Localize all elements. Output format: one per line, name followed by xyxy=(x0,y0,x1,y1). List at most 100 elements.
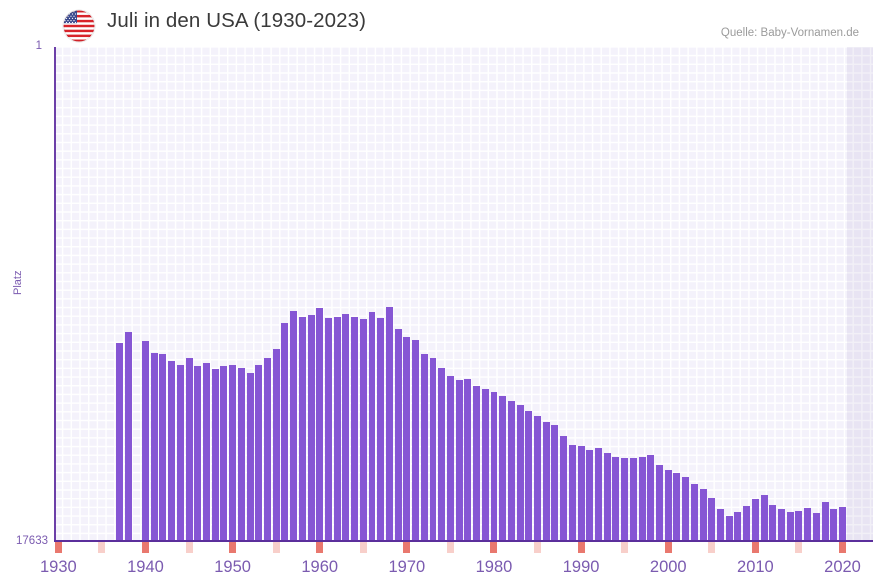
bar-1953[interactable] xyxy=(255,364,263,542)
bar-2017[interactable] xyxy=(812,513,820,542)
bar-1987[interactable] xyxy=(551,425,559,542)
bar-1978[interactable] xyxy=(473,386,481,542)
bar-1946[interactable] xyxy=(194,365,202,542)
bar-1992[interactable] xyxy=(595,447,603,542)
bar-series xyxy=(54,47,873,542)
bar-1979[interactable] xyxy=(481,389,489,542)
x-axis-line xyxy=(54,540,873,542)
bar-1997[interactable] xyxy=(638,456,646,542)
projection-shaded-region xyxy=(846,47,873,542)
bar-1949[interactable] xyxy=(220,365,228,542)
bar-1984[interactable] xyxy=(525,410,533,542)
bar-1967[interactable] xyxy=(377,317,385,542)
bar-2008[interactable] xyxy=(734,512,742,542)
x-tick-minor-1995 xyxy=(621,542,629,553)
bar-1970[interactable] xyxy=(403,336,411,542)
bar-1963[interactable] xyxy=(342,313,350,542)
bar-1981[interactable] xyxy=(499,395,507,542)
bar-2012[interactable] xyxy=(769,504,777,542)
bar-1955[interactable] xyxy=(272,349,280,542)
bar-1983[interactable] xyxy=(516,404,524,542)
bar-1951[interactable] xyxy=(237,367,245,542)
bar-2013[interactable] xyxy=(778,508,785,542)
bar-1961[interactable] xyxy=(324,317,332,542)
bar-2019[interactable] xyxy=(830,508,838,542)
bar-2010[interactable] xyxy=(751,499,759,542)
y-axis-bottom-label: 17633 xyxy=(16,535,48,547)
bar-2004[interactable] xyxy=(699,488,707,542)
plot-area xyxy=(54,47,873,542)
bar-1942[interactable] xyxy=(159,353,167,542)
bar-1977[interactable] xyxy=(464,378,472,542)
x-tick-1990 xyxy=(577,542,585,553)
bar-1958[interactable] xyxy=(298,316,306,542)
bar-1954[interactable] xyxy=(263,358,271,542)
bar-1974[interactable] xyxy=(438,368,446,542)
bar-1991[interactable] xyxy=(586,449,594,542)
bar-1948[interactable] xyxy=(211,368,219,542)
x-tick-1940 xyxy=(141,542,149,553)
x-tick-minor-1985 xyxy=(534,542,542,553)
bar-1959[interactable] xyxy=(307,314,315,542)
x-tick-label-1940: 1940 xyxy=(127,558,164,576)
bar-2005[interactable] xyxy=(708,497,716,542)
bar-1994[interactable] xyxy=(612,457,620,542)
bar-1968[interactable] xyxy=(385,306,393,542)
bar-2000[interactable] xyxy=(664,469,672,542)
bar-1941[interactable] xyxy=(150,352,158,542)
bar-1973[interactable] xyxy=(429,357,437,542)
bar-1989[interactable] xyxy=(568,445,576,542)
chart-header: Juli in den USA (1930-2023) Quelle: Baby… xyxy=(0,0,873,46)
bar-2018[interactable] xyxy=(821,501,829,542)
bar-1937[interactable] xyxy=(115,342,123,542)
bar-1966[interactable] xyxy=(368,312,376,542)
bar-1965[interactable] xyxy=(359,319,367,542)
bar-1952[interactable] xyxy=(246,372,254,542)
bar-1982[interactable] xyxy=(507,401,515,542)
bar-1943[interactable] xyxy=(168,361,176,542)
bar-2014[interactable] xyxy=(786,512,794,542)
bar-1950[interactable] xyxy=(229,364,237,542)
bar-1962[interactable] xyxy=(333,317,341,542)
bar-1996[interactable] xyxy=(629,457,637,542)
bar-1945[interactable] xyxy=(185,358,193,542)
bar-1990[interactable] xyxy=(577,445,585,542)
bar-2003[interactable] xyxy=(690,483,698,542)
page-title: Juli in den USA (1930-2023) xyxy=(107,9,367,32)
bar-1985[interactable] xyxy=(534,415,542,542)
bar-1938[interactable] xyxy=(124,332,132,542)
bar-1956[interactable] xyxy=(281,322,289,542)
bar-2015[interactable] xyxy=(795,510,803,542)
bar-2009[interactable] xyxy=(743,505,751,542)
bar-1976[interactable] xyxy=(455,380,463,542)
bar-1980[interactable] xyxy=(490,392,498,542)
bar-1993[interactable] xyxy=(603,452,611,542)
x-tick-minor-1955 xyxy=(272,542,280,553)
bar-1975[interactable] xyxy=(446,376,454,542)
x-tick-2020 xyxy=(839,542,846,553)
bar-1940[interactable] xyxy=(141,340,149,542)
bar-1999[interactable] xyxy=(656,465,664,542)
bar-1969[interactable] xyxy=(394,328,402,542)
bar-2011[interactable] xyxy=(760,495,768,542)
bar-1964[interactable] xyxy=(351,316,359,542)
bar-2020[interactable] xyxy=(839,506,846,542)
bar-1995[interactable] xyxy=(621,457,629,542)
bar-1988[interactable] xyxy=(560,435,568,542)
bar-1944[interactable] xyxy=(176,365,184,542)
bar-1947[interactable] xyxy=(202,363,210,542)
bar-2002[interactable] xyxy=(682,476,690,542)
x-tick-minor-1975 xyxy=(446,542,454,553)
bar-1960[interactable] xyxy=(316,308,324,542)
bar-1972[interactable] xyxy=(420,354,428,542)
bar-1957[interactable] xyxy=(290,311,298,542)
bar-1986[interactable] xyxy=(542,422,550,542)
bar-2001[interactable] xyxy=(673,473,681,542)
bar-1998[interactable] xyxy=(647,454,655,542)
bar-2016[interactable] xyxy=(804,508,812,542)
bar-1971[interactable] xyxy=(412,339,420,542)
x-tick-label-1990: 1990 xyxy=(562,558,600,576)
bar-2007[interactable] xyxy=(725,515,733,542)
x-tick-minor-2015 xyxy=(795,542,803,553)
bar-2006[interactable] xyxy=(717,509,724,542)
